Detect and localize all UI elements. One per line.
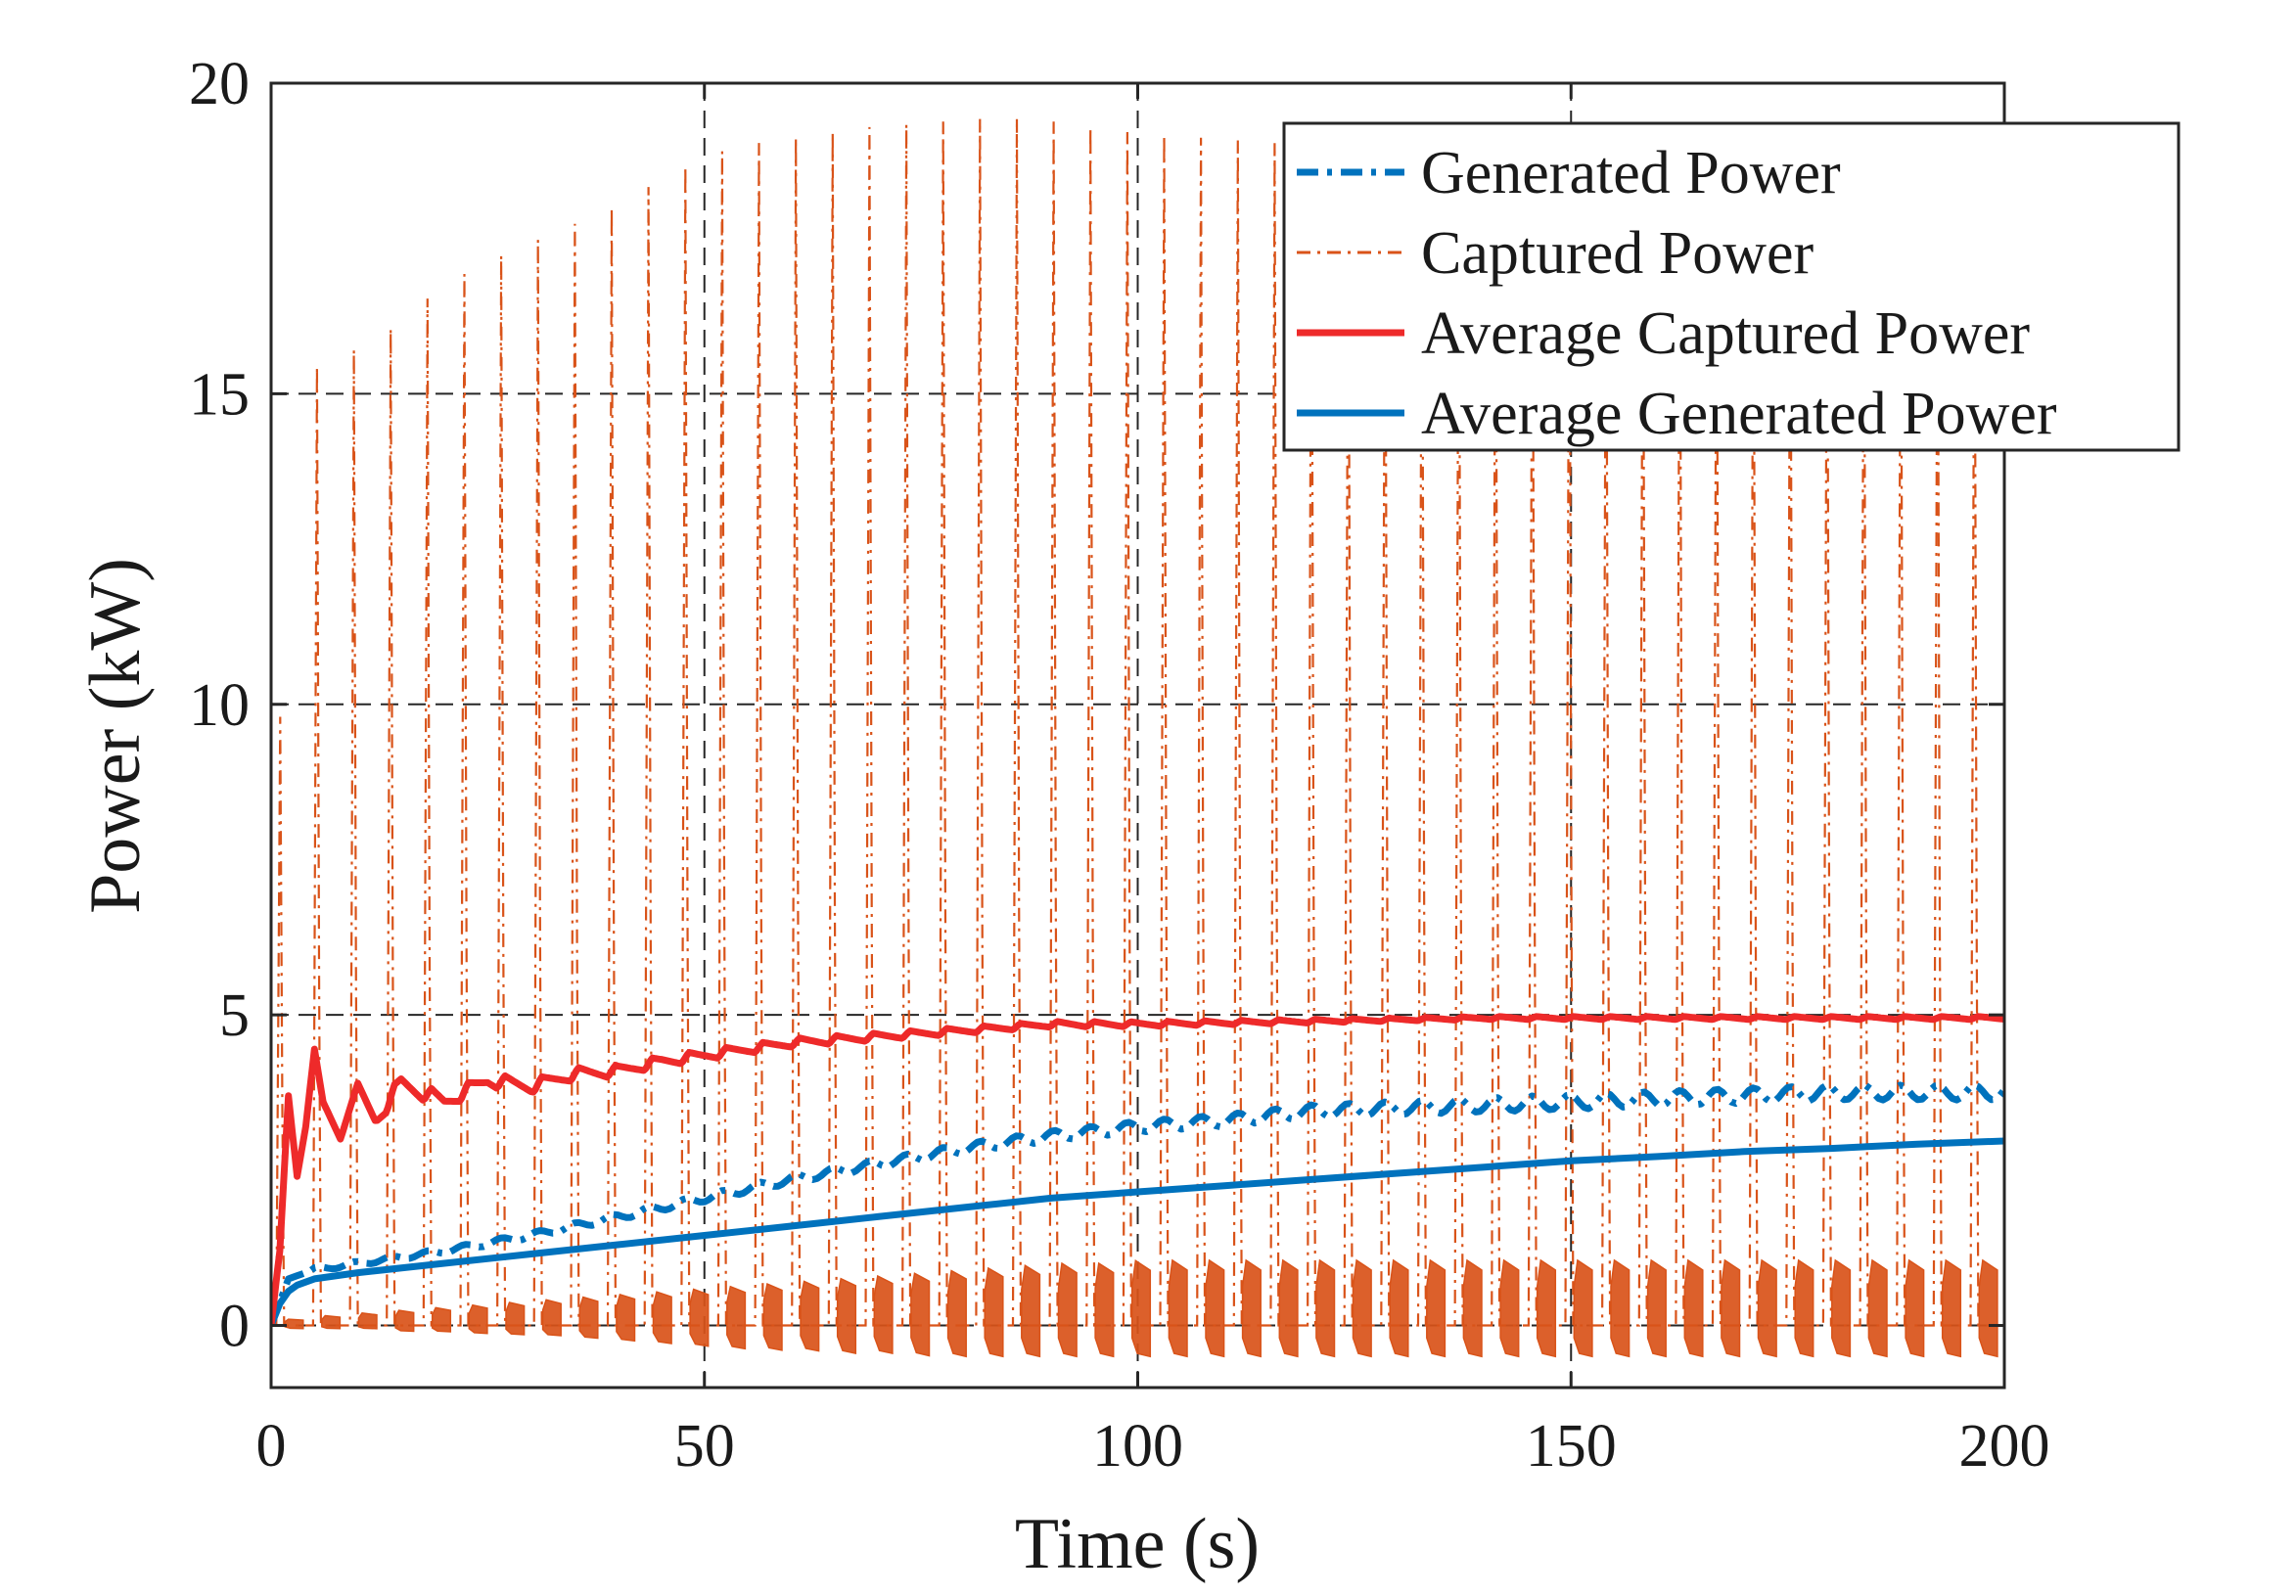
series-line-generated-power (271, 1081, 2004, 1327)
series-line-average-generated-power (271, 1137, 2004, 1327)
x-axis-label: Time (s) (1015, 1504, 1260, 1584)
series-line-captured-power (271, 117, 1990, 1327)
series-area (271, 117, 2004, 1358)
y-axis-label: Power (kW) (75, 558, 156, 914)
series-line-average-captured-power (271, 1013, 2004, 1326)
x-tick-label: 200 (1959, 1413, 2050, 1480)
legend: Generated Power Captured Power Average C… (1282, 121, 2181, 452)
legend-label-average-captured-power: Average Captured Power (1421, 300, 2030, 367)
x-tick-label: 50 (674, 1413, 735, 1480)
captured-power-oscillation-band (284, 1258, 1998, 1358)
legend-label-generated-power: Generated Power (1421, 140, 1841, 206)
axis-ticks: 0 50 100 150 200 0 5 10 15 20 (189, 51, 2050, 1480)
y-tick-label: 15 (189, 361, 250, 428)
y-tick-label: 5 (219, 982, 250, 1049)
y-tick-label: 0 (219, 1294, 250, 1360)
legend-box (1282, 121, 2181, 452)
x-tick-label: 100 (1092, 1413, 1183, 1480)
x-tick-label: 0 (256, 1413, 287, 1480)
y-tick-label: 10 (189, 672, 250, 739)
legend-label-captured-power: Captured Power (1421, 220, 1814, 287)
x-tick-label: 150 (1526, 1413, 1617, 1480)
legend-label-average-generated-power: Average Generated Power (1421, 381, 2057, 447)
y-tick-label: 20 (189, 51, 250, 117)
